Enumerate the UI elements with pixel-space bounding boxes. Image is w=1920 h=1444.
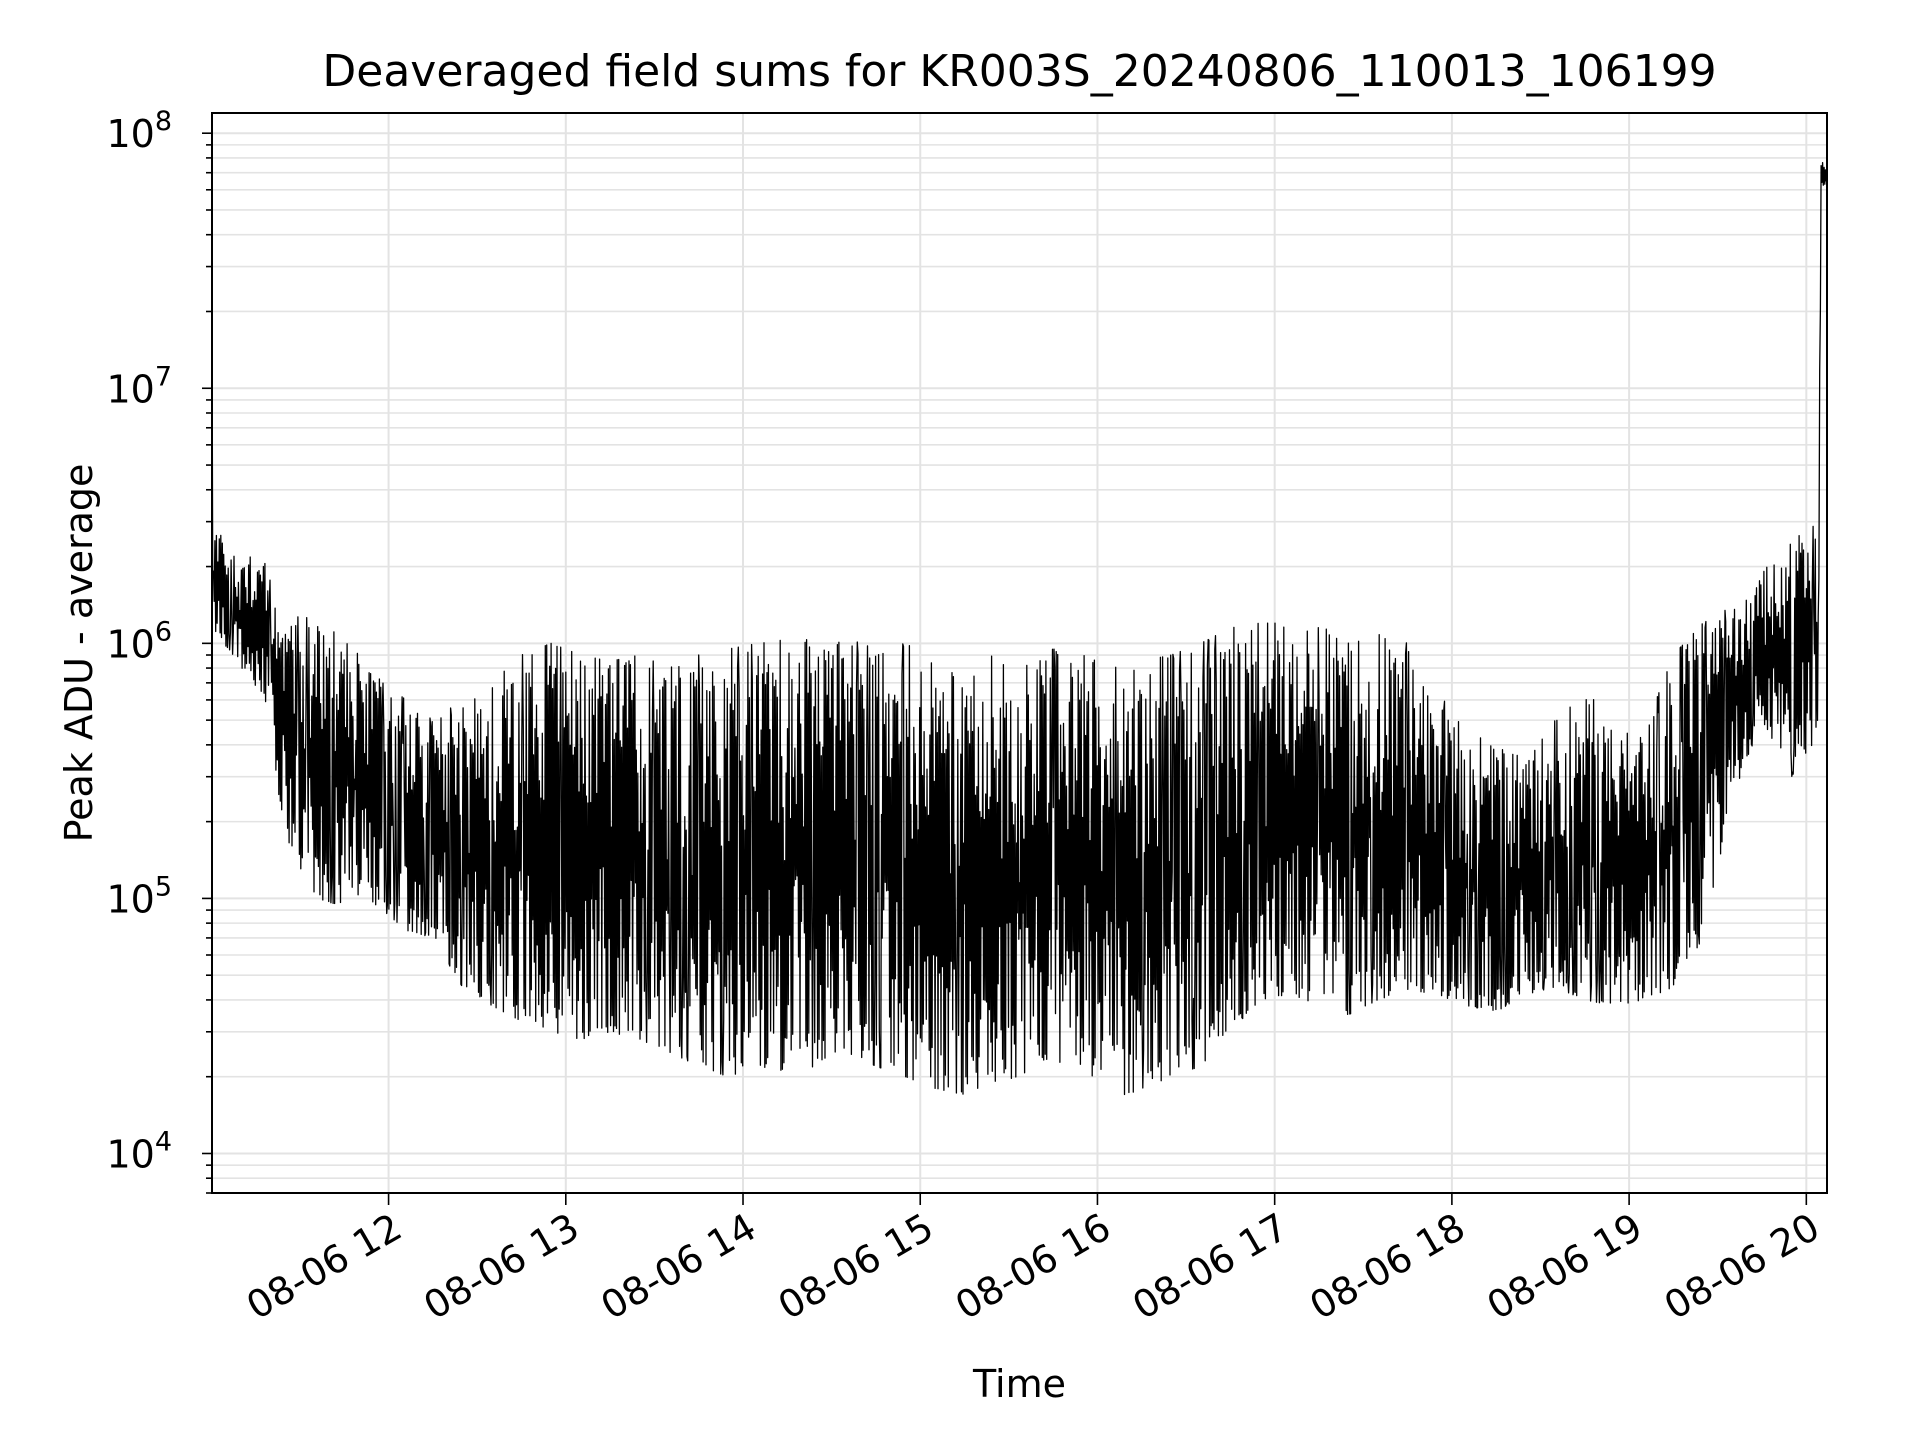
- y-axis-label: Peak ADU - average: [57, 464, 101, 843]
- x-axis-label: Time: [972, 1362, 1066, 1406]
- plot-frame: [211, 112, 1828, 1194]
- y-tick-label: 105: [106, 871, 172, 921]
- data-series: [211, 161, 1828, 1096]
- series-line: [211, 161, 1828, 1096]
- y-tick-label: 108: [106, 106, 172, 156]
- y-tick-label: 104: [106, 1126, 172, 1176]
- y-tick-label: 106: [106, 616, 172, 666]
- y-tick-label: 107: [106, 361, 172, 411]
- chart-title: Deaveraged field sums for KR003S_2024080…: [322, 46, 1716, 97]
